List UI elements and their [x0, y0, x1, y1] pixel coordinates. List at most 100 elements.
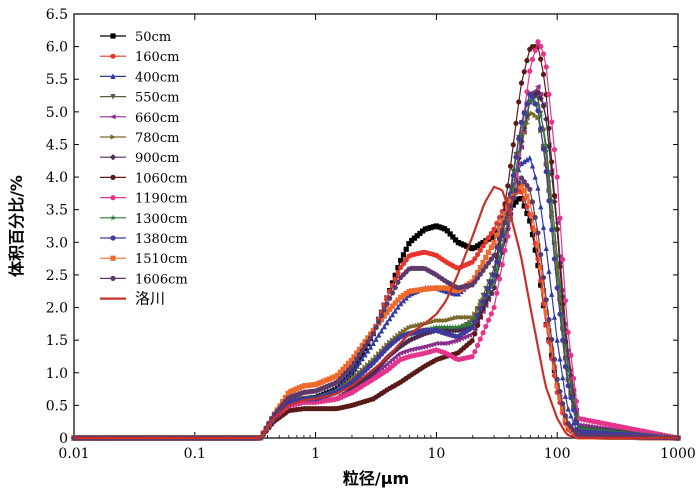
series-9-point [573, 412, 580, 419]
series-0-point [527, 218, 533, 224]
legend-label-8: 1190cm [135, 192, 188, 207]
series-1-point [469, 259, 475, 265]
series-9-point [446, 323, 454, 330]
series-9-point [551, 224, 558, 231]
series-11-point [562, 416, 569, 423]
series-2-point [348, 370, 354, 377]
series-2-point [351, 366, 357, 373]
series-9-point [584, 425, 591, 432]
series-12-point [560, 401, 566, 407]
series-7-point [516, 99, 522, 105]
series-11-point [313, 381, 319, 388]
series-0-point [417, 230, 423, 236]
series-11-point [285, 390, 291, 396]
series-2-point [354, 363, 360, 369]
series-11-point [378, 317, 385, 323]
series-11-point [334, 372, 341, 378]
series-7-point [518, 80, 525, 86]
series-10-point [546, 198, 552, 204]
legend-marker-0 [110, 33, 116, 39]
legend-label-6: 900cm [135, 151, 179, 166]
series-12-point [378, 313, 385, 319]
series-0-point [425, 225, 431, 231]
series-11-point [565, 423, 571, 429]
legend-marker-2 [110, 73, 116, 79]
series-12-point [373, 325, 379, 331]
series-11-point [560, 405, 566, 411]
series-11-point [535, 243, 541, 249]
series-11-point [474, 269, 481, 276]
legend-marker-11 [110, 255, 116, 261]
y-tick-label: 6.5 [46, 7, 68, 23]
series-10-point [571, 407, 577, 413]
series-9-point [468, 320, 476, 327]
series-6-point [405, 337, 413, 344]
series-0-point [461, 242, 467, 248]
series-0-point [458, 241, 464, 247]
series-8-point [472, 349, 478, 355]
series-12-point [367, 335, 374, 341]
series-11-point [546, 328, 552, 334]
series-11-point [485, 249, 492, 255]
series-1-point [488, 230, 494, 237]
series-0-point [516, 196, 522, 202]
series-11-point [551, 364, 558, 371]
series-0-point [453, 237, 459, 243]
series-9-point [581, 425, 588, 432]
series-8-point [474, 342, 481, 348]
series-0-point [469, 245, 475, 252]
series-2-point [345, 373, 352, 380]
series-12-point [351, 360, 357, 366]
series-0-point [400, 252, 407, 258]
series-6-point [474, 315, 481, 322]
series-11-point [411, 288, 418, 294]
series-0-point [428, 224, 434, 231]
series-2-point [568, 412, 574, 419]
series-6-point [416, 332, 424, 339]
series-8-point [480, 330, 486, 336]
series-12-point [376, 319, 382, 325]
x-tick-label: 1000 [660, 446, 696, 462]
series-8-point [483, 323, 489, 330]
series-2-point [529, 162, 536, 169]
series-11-point [384, 309, 390, 316]
series-11-point [326, 376, 332, 382]
series-9-point [529, 97, 536, 104]
series-11-point [439, 285, 445, 291]
series-10-point [516, 136, 522, 142]
series-12-point [392, 284, 398, 291]
series-11-point [299, 384, 305, 390]
series-12-point [389, 290, 396, 296]
series-12-point [480, 267, 486, 274]
series-11-point [282, 394, 288, 401]
series-2-point [540, 224, 547, 230]
series-11-point [554, 383, 560, 389]
series-11-point [293, 386, 299, 392]
series-9-point [518, 131, 525, 138]
series-10-point [521, 110, 527, 116]
series-10-point [483, 292, 489, 298]
series-2-point [381, 323, 387, 330]
x-tick-label: 1 [311, 446, 320, 462]
series-11-point [472, 275, 478, 281]
series-12-point [535, 230, 541, 236]
series-8-point [571, 375, 577, 381]
series-9-point [444, 323, 451, 330]
series-11-point [524, 193, 530, 199]
series-8-point [496, 276, 503, 282]
series-11-point [310, 382, 316, 388]
series-2-point [406, 292, 412, 298]
series-11-point [403, 290, 409, 297]
series-2-point [376, 331, 382, 338]
series-2-point [521, 158, 527, 165]
legend-label-10: 1380cm [135, 232, 188, 247]
series-2-point [549, 291, 555, 297]
series-0-point [356, 356, 363, 362]
series-0-point [409, 237, 415, 244]
series-12-point [370, 330, 376, 337]
series-11-point [444, 285, 450, 291]
series-11-point [387, 306, 393, 312]
series-7-point [510, 142, 516, 148]
x-tick-label: 10 [427, 446, 445, 462]
series-6-point [403, 339, 410, 346]
